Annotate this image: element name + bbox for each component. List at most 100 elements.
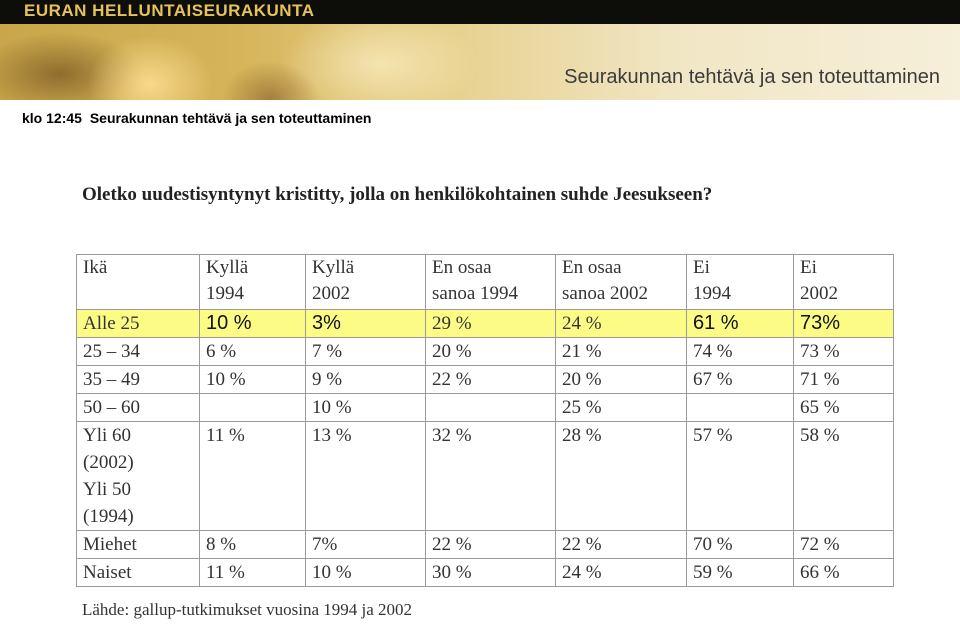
table-cell: 11 % bbox=[199, 421, 306, 449]
table-cell: 21 % bbox=[555, 337, 687, 366]
table-cell: 22 % bbox=[555, 530, 687, 559]
header-line: Ei bbox=[693, 257, 710, 278]
table-cell: 6 % bbox=[199, 337, 306, 366]
row-label: 35 – 49 bbox=[76, 365, 200, 394]
table-cell: 22 % bbox=[425, 365, 556, 394]
table-cell: 20 % bbox=[555, 365, 687, 394]
table-cell: 58 % bbox=[793, 421, 894, 449]
table-header-cell: En osaa sanoa 1994 bbox=[425, 254, 556, 310]
table-cell: 30 % bbox=[425, 558, 556, 587]
table-cell: 8 % bbox=[199, 530, 306, 559]
table-header-cell: En osaa sanoa 2002 bbox=[555, 254, 687, 310]
table-cell: 61 % bbox=[686, 309, 794, 338]
table-cell: 22 % bbox=[425, 530, 556, 559]
table-cell: 3% bbox=[305, 309, 426, 338]
table-cell bbox=[686, 393, 794, 422]
table-cell: 32 % bbox=[425, 421, 556, 449]
table-cell: 10 % bbox=[199, 309, 306, 338]
table-cell: 9 % bbox=[305, 365, 426, 394]
banner-photo bbox=[0, 24, 520, 100]
table-row: Yli 50 bbox=[76, 476, 894, 503]
table-cell: 59 % bbox=[686, 558, 794, 587]
table-cell: 25 % bbox=[555, 393, 687, 422]
survey-question: Oletko uudestisyntynyt kristitty, jolla … bbox=[82, 184, 713, 205]
header-line: 1994 bbox=[693, 283, 731, 304]
table-cell: 65 % bbox=[793, 393, 894, 422]
table-cell bbox=[793, 503, 894, 531]
header-line: Ei bbox=[800, 257, 817, 278]
row-label: (1994) bbox=[76, 503, 200, 531]
row-label: Yli 50 bbox=[76, 476, 200, 503]
table-cell bbox=[686, 503, 794, 531]
brand-bar: EURAN HELLUNTAISEURAKUNTA bbox=[0, 0, 960, 24]
header-line: Ikä bbox=[83, 257, 108, 278]
table-cell bbox=[305, 449, 426, 476]
table-cell bbox=[425, 393, 556, 422]
table-cell bbox=[199, 476, 306, 503]
header-line: 2002 bbox=[312, 283, 350, 304]
table-cell: 29 % bbox=[425, 309, 556, 338]
table-cell bbox=[199, 503, 306, 531]
row-label: 50 – 60 bbox=[76, 393, 200, 422]
table-cell bbox=[425, 476, 556, 503]
table-row: (1994) bbox=[76, 503, 894, 531]
agenda-topic: Seurakunnan tehtävä ja sen toteuttaminen bbox=[89, 110, 372, 126]
table-cell: 24 % bbox=[555, 558, 687, 587]
row-label: (2002) bbox=[76, 449, 200, 476]
table-cell bbox=[199, 449, 306, 476]
table-header-cell: Kyllä 1994 bbox=[199, 254, 306, 310]
table-cell: 71 % bbox=[793, 365, 894, 394]
header-banner: EURAN HELLUNTAISEURAKUNTA Seurakunnan te… bbox=[0, 0, 960, 100]
table-cell bbox=[555, 476, 687, 503]
table-cell: 73% bbox=[793, 309, 894, 338]
header-line: En osaa bbox=[432, 257, 492, 278]
table-cell: 66 % bbox=[793, 558, 894, 587]
table-cell bbox=[305, 476, 426, 503]
table-header-cell: Ei 1994 bbox=[686, 254, 794, 310]
table-row: Miehet 8 % 7% 22 % 22 % 70 % 72 % bbox=[76, 530, 894, 559]
table-cell: 10 % bbox=[199, 365, 306, 394]
table-cell: 70 % bbox=[686, 530, 794, 559]
header-line: 2002 bbox=[800, 283, 838, 304]
table-header-row: Ikä Kyllä 1994 Kyllä 2002 En osaa sanoa 1994 En… bbox=[76, 254, 894, 310]
agenda-time: klo 12:45 bbox=[22, 110, 82, 126]
table-row: Naiset 11 % 10 % 30 % 24 % 59 % 66 % bbox=[76, 558, 894, 587]
source-note: Lähde: gallup-tutkimukset vuosina 1994 j… bbox=[82, 600, 413, 619]
table-cell: 24 % bbox=[555, 309, 687, 338]
table-cell: 7% bbox=[305, 530, 426, 559]
table-header-cell: Ikä bbox=[76, 254, 200, 310]
agenda-line: klo 12:45 Seurakunnan tehtävä ja sen tot… bbox=[22, 110, 375, 126]
table-cell: 10 % bbox=[305, 558, 426, 587]
row-label: 25 – 34 bbox=[76, 337, 200, 366]
table-cell: 13 % bbox=[305, 421, 426, 449]
table-row: Alle 25 10 % 3% 29 % 24 % 61 % 73% bbox=[76, 309, 894, 338]
table-cell bbox=[793, 449, 894, 476]
table-cell bbox=[686, 449, 794, 476]
table-cell: 28 % bbox=[555, 421, 687, 449]
table-cell bbox=[425, 449, 556, 476]
row-label: Yli 60 bbox=[76, 421, 200, 449]
header-line: sanoa 2002 bbox=[562, 283, 649, 304]
banner-title: Seurakunnan tehtävä ja sen toteuttaminen bbox=[564, 66, 940, 88]
header-line: En osaa bbox=[562, 257, 622, 278]
table-cell: 20 % bbox=[425, 337, 556, 366]
table-cell: 7 % bbox=[305, 337, 426, 366]
brand-name: EURAN HELLUNTAISEURAKUNTA bbox=[24, 1, 315, 20]
row-label: Naiset bbox=[76, 558, 200, 587]
table-cell: 57 % bbox=[686, 421, 794, 449]
table-cell: 73 % bbox=[793, 337, 894, 366]
table-row: 25 – 34 6 % 7 % 20 % 21 % 74 % 73 % bbox=[76, 337, 894, 366]
table-row: 35 – 49 10 % 9 % 22 % 20 % 67 % 71 % bbox=[76, 365, 894, 394]
table-cell bbox=[686, 476, 794, 503]
table-cell: 74 % bbox=[686, 337, 794, 366]
table-cell bbox=[555, 503, 687, 531]
row-label: Miehet bbox=[76, 530, 200, 559]
table-row: (2002) bbox=[76, 449, 894, 476]
table-cell bbox=[305, 503, 426, 531]
table-header-cell: Ei 2002 bbox=[793, 254, 894, 310]
table-row: 50 – 60 10 % 25 % 65 % bbox=[76, 393, 894, 422]
table-cell: 72 % bbox=[793, 530, 894, 559]
table-cell: 11 % bbox=[199, 558, 306, 587]
table-cell bbox=[793, 476, 894, 503]
table-cell bbox=[199, 393, 306, 422]
